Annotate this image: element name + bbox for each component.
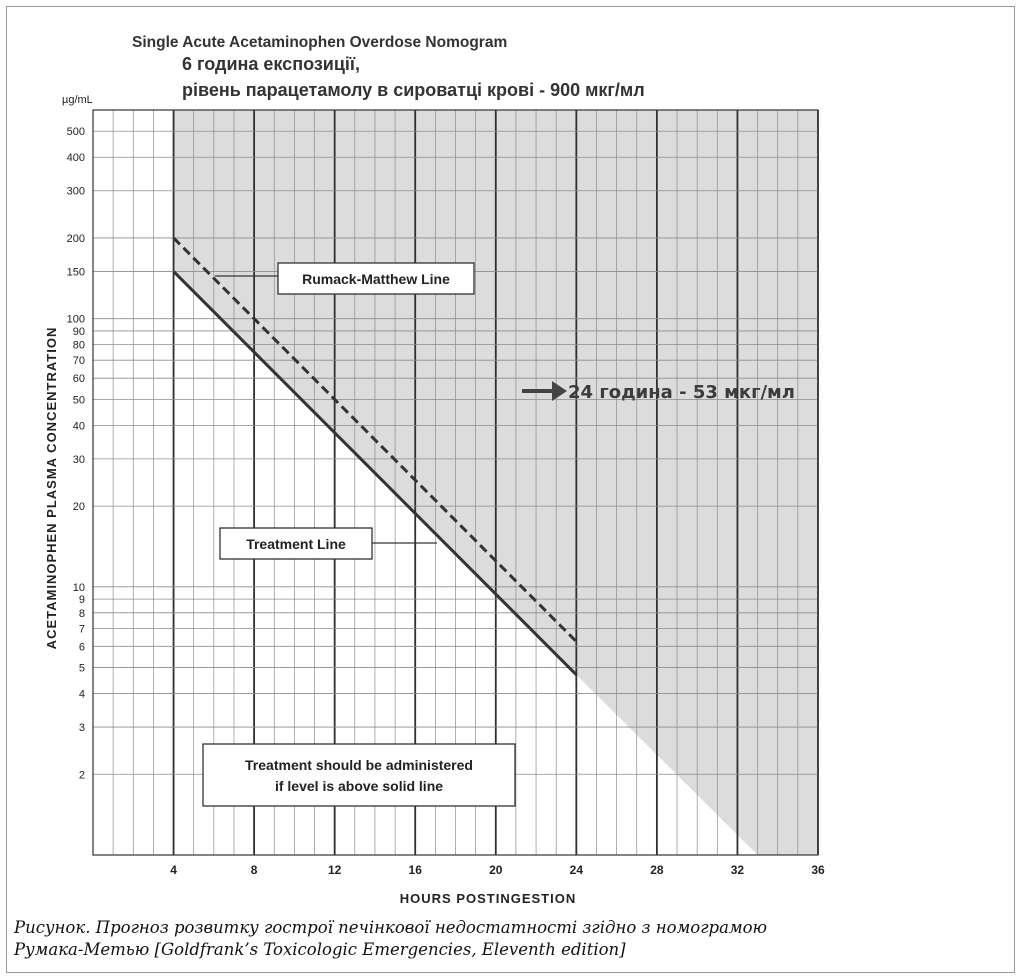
grid <box>92 109 819 856</box>
y-tick-label: 8 <box>79 608 85 620</box>
arrow-annotation-text: 24 година - 53 мкг/мл <box>568 382 795 403</box>
x-tick-label: 16 <box>409 863 423 877</box>
treatment-advice-line2: if level is above solid line <box>275 778 443 794</box>
treatment-line <box>172 270 578 676</box>
y-tick-label: 4 <box>79 689 85 701</box>
y-axis-label: ACETAMINOPHEN PLASMA CONCENTRATION <box>44 327 59 650</box>
chart-title: Single Acute Acetaminophen Overdose Nomo… <box>132 34 507 51</box>
caption-line1: Рисунок. Прогноз розвитку гострої печінк… <box>14 918 768 937</box>
chart-subtitle-line2: рівень парацетамолу в сироватці крові - … <box>182 80 645 100</box>
y-tick-label: 500 <box>67 126 85 138</box>
y-tick-label: 40 <box>73 420 85 432</box>
y-tick-label: 80 <box>73 340 85 352</box>
figure-caption: Рисунок. Прогноз розвитку гострої печінк… <box>14 917 1004 961</box>
y-tick-label: 400 <box>67 152 85 164</box>
y-tick-label: 2 <box>79 769 85 781</box>
y-tick-label: 90 <box>73 326 85 338</box>
chart-subtitle-line1: 6 година експозиції, <box>182 54 360 74</box>
x-tick-label: 24 <box>570 863 584 877</box>
y-tick-label: 7 <box>79 623 85 635</box>
y-tick-label: 200 <box>67 233 85 245</box>
y-tick-label: 100 <box>67 314 85 326</box>
y-tick-label: 150 <box>67 266 85 278</box>
y-tick-label: 300 <box>67 186 85 198</box>
y-tick-label: 20 <box>73 501 85 513</box>
treatment-line-label-box <box>219 527 373 560</box>
y-unit-label: µg/mL <box>62 94 93 106</box>
x-axis-label: HOURS POSTINGESTION <box>400 891 576 906</box>
x-tick-label: 28 <box>650 863 664 877</box>
y-tick-label: 60 <box>73 373 85 385</box>
x-tick-label: 12 <box>328 863 342 877</box>
x-tick-label: 32 <box>731 863 745 877</box>
series-lines <box>172 236 578 676</box>
rumack-matthew-label-box <box>277 262 475 295</box>
rumack-matthew-line <box>172 236 578 643</box>
caption-line2: Румака-Метью [Goldfrank’s Toxicologic Em… <box>14 940 626 959</box>
treatment-advice-box <box>202 743 516 807</box>
x-tick-label: 20 <box>489 863 503 877</box>
treatment-advice-line1: Treatment should be administered <box>245 757 473 773</box>
y-tick-label: 9 <box>79 594 85 606</box>
y-tick-label: 30 <box>73 454 85 466</box>
y-tick-label: 5 <box>79 663 85 675</box>
rumack-matthew-label: Rumack-Matthew Line <box>302 271 450 287</box>
arrow-right-icon <box>522 381 567 401</box>
x-tick-label: 8 <box>251 863 258 877</box>
y-tick-label: 3 <box>79 722 85 734</box>
y-tick-label: 6 <box>79 641 85 653</box>
x-tick-label: 4 <box>170 863 177 877</box>
y-tick-label: 50 <box>73 394 85 406</box>
treatment-line-label: Treatment Line <box>246 536 346 552</box>
x-tick-label: 36 <box>811 863 825 877</box>
y-tick-label: 10 <box>73 582 85 594</box>
y-tick-label: 70 <box>73 355 85 367</box>
figure-frame <box>6 6 1015 973</box>
plot-border <box>92 109 819 856</box>
